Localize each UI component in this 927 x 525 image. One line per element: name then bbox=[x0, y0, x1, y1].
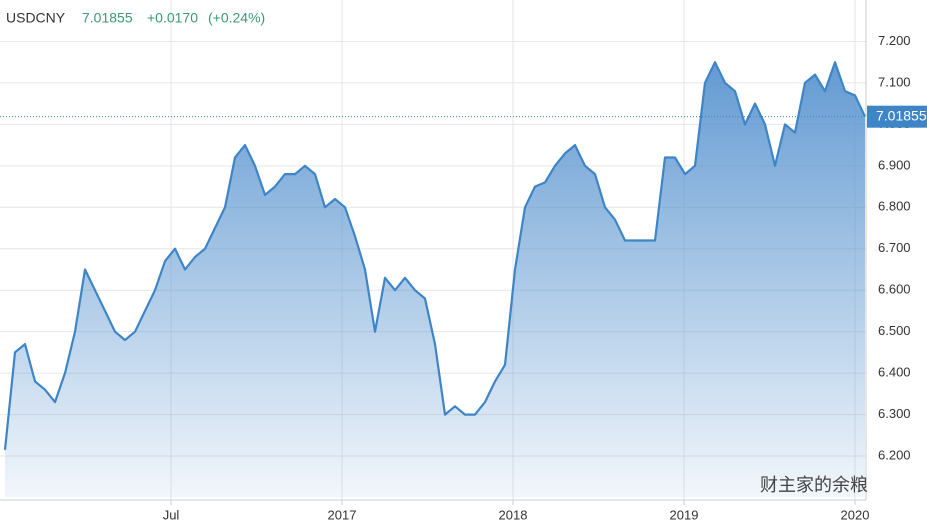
area bbox=[5, 62, 865, 498]
y-tick-label: 6.900 bbox=[878, 157, 911, 172]
y-tick-label: 6.600 bbox=[878, 282, 911, 297]
plot bbox=[0, 61, 866, 498]
line bbox=[3, 61, 866, 450]
y-tick-label: 6.400 bbox=[878, 365, 911, 380]
axes: 6.200 6.300 6.400 6.500 6.600 6.700 6.800 6.900… bbox=[163, 33, 927, 522]
last-price: 7.01855 bbox=[82, 10, 133, 26]
y-tick-label: 6.300 bbox=[878, 406, 911, 421]
current-price-label: 7.01855 bbox=[876, 107, 927, 123]
x-tick-label: 2018 bbox=[499, 507, 528, 522]
change-percent: (+0.24%) bbox=[208, 10, 265, 26]
symbol: USDCNY bbox=[6, 10, 66, 26]
change: +0.0170 bbox=[147, 10, 198, 26]
watermark: 财主家的余粮 bbox=[760, 475, 868, 495]
x-tick-label: 2017 bbox=[328, 507, 357, 522]
x-tick-label: Jul bbox=[163, 507, 180, 522]
y-tick-label: 6.500 bbox=[878, 323, 911, 338]
current-price-box bbox=[867, 105, 927, 128]
y-tick-label: 6.800 bbox=[878, 199, 911, 214]
y-tick-label: 7.100 bbox=[878, 74, 911, 89]
y-tick-label: 6.700 bbox=[878, 240, 911, 255]
x-tick-label: 2020 bbox=[841, 507, 870, 522]
y-tick-label: 7.200 bbox=[878, 33, 911, 48]
x-tick-label: 2019 bbox=[670, 507, 699, 522]
y-tick-label: 6.200 bbox=[878, 447, 911, 462]
